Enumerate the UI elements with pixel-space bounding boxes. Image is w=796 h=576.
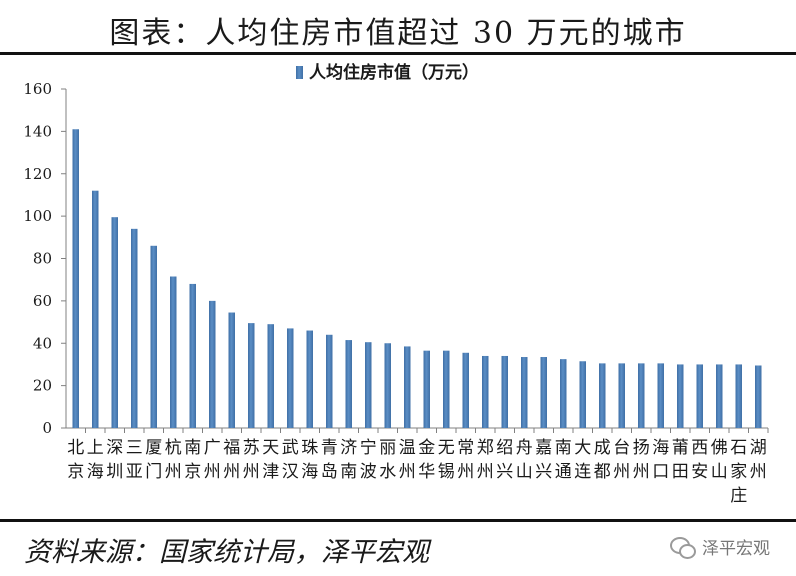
bar bbox=[423, 350, 430, 428]
bar bbox=[404, 346, 411, 428]
bar bbox=[677, 364, 684, 428]
x-tick-label: 广州 bbox=[204, 438, 221, 482]
bar bbox=[755, 365, 762, 428]
bar bbox=[365, 342, 372, 428]
legend: 人均住房市值（万元） bbox=[296, 62, 479, 83]
y-tick-label: 100 bbox=[23, 207, 52, 225]
bar bbox=[579, 361, 586, 428]
x-tick-label: 深圳 bbox=[106, 438, 123, 482]
y-tick-label: 140 bbox=[23, 122, 52, 140]
bar bbox=[189, 283, 196, 428]
x-tick-label: 北京 bbox=[67, 438, 84, 482]
x-tick-label: 台州 bbox=[613, 438, 630, 482]
watermark: 泽平宏观 bbox=[670, 534, 770, 559]
x-tick-label: 湖州 bbox=[750, 438, 767, 482]
x-tick-label: 南通 bbox=[555, 438, 572, 482]
bar bbox=[267, 324, 274, 428]
x-tick-label: 宁波 bbox=[360, 438, 377, 482]
bar bbox=[482, 355, 489, 428]
bar bbox=[111, 217, 118, 428]
bar bbox=[560, 359, 567, 428]
x-tick-label: 天津 bbox=[262, 438, 279, 482]
bar bbox=[131, 228, 138, 428]
bar bbox=[501, 355, 508, 428]
y-tick-label: 20 bbox=[33, 377, 52, 395]
bar bbox=[72, 129, 79, 428]
x-tick-label: 济南 bbox=[340, 438, 357, 482]
y-tick-label: 0 bbox=[42, 419, 52, 437]
x-tick-label: 杭州 bbox=[165, 438, 182, 482]
x-tick-label: 西安 bbox=[691, 438, 708, 482]
bar bbox=[462, 352, 469, 428]
x-tick-label: 青岛 bbox=[321, 438, 338, 482]
source-note: 资料来源：国家统计局，泽平宏观 bbox=[24, 537, 429, 568]
top-divider bbox=[0, 52, 796, 55]
x-tick-label: 珠海 bbox=[301, 438, 318, 482]
bar bbox=[540, 357, 547, 428]
bar bbox=[716, 364, 723, 428]
bar bbox=[92, 190, 99, 428]
bar bbox=[345, 340, 352, 428]
x-tick-label: 武汉 bbox=[282, 438, 299, 482]
bar bbox=[150, 245, 157, 428]
legend-swatch bbox=[296, 66, 303, 79]
bar-chart: 0 20 40 60 80 100 120 140 160 北京上海深圳三亚厦门杭州南京广州福州苏… bbox=[23, 62, 769, 506]
x-tick-label: 海口 bbox=[652, 438, 669, 482]
y-tick-label: 60 bbox=[33, 292, 52, 310]
legend-label: 人均住房市值（万元） bbox=[309, 62, 479, 83]
y-tick-label: 160 bbox=[23, 80, 52, 98]
y-tick-label: 80 bbox=[33, 250, 52, 268]
x-tick-label: 成都 bbox=[594, 438, 611, 482]
x-tick-label: 佛山 bbox=[711, 438, 728, 482]
x-tick-label: 福州 bbox=[223, 438, 240, 482]
x-tick-label: 无锡 bbox=[438, 438, 455, 482]
x-tick-label: 石家庄 bbox=[730, 438, 747, 506]
bar bbox=[287, 328, 294, 428]
x-tick-label: 舟山 bbox=[516, 438, 533, 482]
x-tick-label: 温州 bbox=[399, 438, 416, 482]
x-tick-label: 苏州 bbox=[243, 438, 260, 482]
x-tick-label: 丽水 bbox=[379, 438, 396, 482]
x-tick-label: 莆田 bbox=[672, 438, 689, 482]
bar bbox=[638, 363, 645, 428]
y-tick-label: 120 bbox=[23, 165, 52, 183]
x-tick-label: 郑州 bbox=[477, 438, 494, 482]
x-tick-label: 南京 bbox=[184, 438, 201, 482]
bar bbox=[443, 350, 450, 428]
bar bbox=[228, 312, 235, 428]
y-tick-label: 40 bbox=[33, 334, 52, 352]
bar bbox=[384, 343, 391, 428]
x-tick-label: 三亚 bbox=[126, 438, 143, 482]
x-tick-label: 厦门 bbox=[145, 438, 162, 482]
watermark-label: 泽平宏观 bbox=[702, 539, 770, 559]
x-tick-label: 常州 bbox=[457, 438, 474, 482]
x-tick-label: 扬州 bbox=[633, 438, 650, 482]
bar bbox=[618, 363, 625, 428]
page-title: 图表：人均住房市值超过 30 万元的城市 bbox=[109, 16, 687, 51]
bar bbox=[209, 300, 216, 428]
bar bbox=[306, 330, 313, 428]
x-tick-label: 金华 bbox=[418, 438, 435, 482]
x-tick-label: 上海 bbox=[87, 438, 104, 482]
bar bbox=[735, 364, 742, 428]
bar bbox=[599, 363, 606, 428]
chart-area: 0 20 40 60 80 100 120 140 160 北京 上海 深圳 三亚 厦门 杭州 南京 广州 福州苏… bbox=[0, 56, 796, 518]
bar bbox=[170, 276, 177, 428]
bar bbox=[248, 323, 255, 428]
bar bbox=[696, 364, 703, 428]
bar bbox=[657, 363, 664, 428]
x-tick-label: 嘉兴 bbox=[535, 438, 552, 482]
x-tick-label: 绍兴 bbox=[496, 438, 513, 482]
wechat-icon bbox=[670, 536, 696, 559]
bottom-divider bbox=[0, 519, 796, 522]
bar bbox=[521, 357, 528, 428]
bar bbox=[326, 334, 333, 428]
x-tick-label: 大连 bbox=[574, 438, 591, 482]
